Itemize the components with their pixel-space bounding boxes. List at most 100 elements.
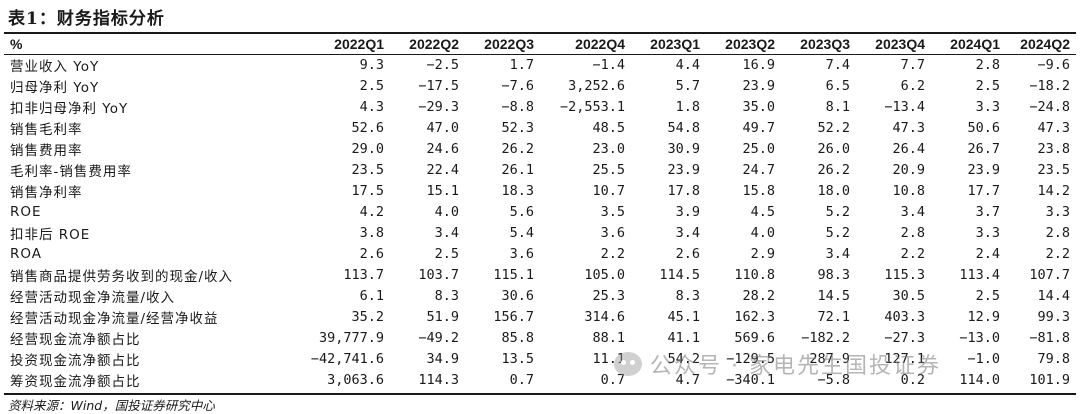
table-cell: 114.5	[659, 266, 700, 283]
table-row: 扣非后 ROE 3.8 3.4 5.4 3.6 3.4 4.0 5.2 2.8 3.3 2.8	[8, 222, 1074, 243]
table-cell: 2.8	[1045, 224, 1070, 241]
table-cell: 569.6	[734, 329, 775, 346]
table-cell: 25.3	[592, 287, 625, 304]
table-header-row: % 2022Q1 2022Q2 2022Q3 2022Q4 2023Q1 2023Q2 202…	[8, 34, 1074, 54]
table-cell: 11.1	[592, 350, 625, 367]
header-period: 2022Q2	[409, 36, 459, 52]
table-cell: −2.5	[426, 56, 459, 73]
table-cell: 114.3	[418, 371, 459, 388]
row-label: 销售毛利率	[10, 121, 83, 138]
table-cell: 25.5	[592, 161, 625, 178]
table-cell: 4.2	[359, 203, 384, 220]
table-cell: 287.9	[809, 350, 850, 367]
table-cell: 4.4	[675, 56, 700, 73]
table-cell: 314.6	[584, 308, 625, 325]
table-cell: 30.6	[501, 287, 534, 304]
table-cell: 72.1	[817, 308, 850, 325]
row-label: 经营活动现金净流量/经营净收益	[10, 310, 219, 327]
table-cell: 22.4	[426, 161, 459, 178]
table-cell: −17.5	[418, 77, 459, 94]
table-cell: 2.5	[975, 77, 1000, 94]
table-cell: 3.5	[600, 203, 625, 220]
table-cell: 3.7	[975, 203, 1000, 220]
table-cell: 3.6	[600, 224, 625, 241]
table-cell: 34.9	[426, 350, 459, 367]
table-cell: 14.2	[1037, 182, 1070, 199]
table-cell: 79.8	[1037, 350, 1070, 367]
table-cell: 2.8	[900, 224, 925, 241]
table-cell: 15.1	[426, 182, 459, 199]
row-label: 扣非后 ROE	[10, 226, 91, 243]
table-cell: 23.0	[592, 140, 625, 157]
table-cell: −27.3	[884, 329, 925, 346]
row-label: ROE	[10, 203, 42, 220]
table-cell: 26.0	[817, 140, 850, 157]
table-cell: 47.3	[1037, 119, 1070, 136]
table-cell: 47.0	[426, 119, 459, 136]
table-cell: 10.8	[892, 182, 925, 199]
table-cell: 5.4	[509, 224, 534, 241]
table-row: 销售费用率 29.0 24.6 26.2 23.0 30.9 25.0 26.0 26.4 26.…	[8, 138, 1074, 159]
table-cell: 50.6	[967, 119, 1000, 136]
table-cell: 113.4	[959, 266, 1000, 283]
table-cell: 16.9	[742, 56, 775, 73]
table-cell: 115.3	[884, 266, 925, 283]
table-cell: 29.0	[351, 140, 384, 157]
row-label: 销售净利率	[10, 184, 83, 201]
table-cell: 26.2	[501, 140, 534, 157]
table-cell: 3.3	[975, 98, 1000, 115]
table-cell: 4.7	[675, 371, 700, 388]
table-cell: 3.4	[900, 203, 925, 220]
table-cell: 8.3	[675, 287, 700, 304]
table-cell: 3.6	[509, 245, 534, 262]
table-cell: 2.4	[975, 245, 1000, 262]
table-cell: 41.1	[667, 329, 700, 346]
table-cell: 1.8	[675, 98, 700, 115]
table-cell: 2.9	[750, 245, 775, 262]
table-cell: −24.8	[1029, 98, 1070, 115]
table-cell: −29.3	[418, 98, 459, 115]
table-cell: 6.2	[900, 77, 925, 94]
table-cell: 1.7	[509, 56, 534, 73]
table-cell: 23.9	[667, 161, 700, 178]
table-cell: 2.5	[975, 287, 1000, 304]
table-cell: 101.9	[1029, 371, 1070, 388]
table-cell: 23.9	[742, 77, 775, 94]
table-title: 表1：财务指标分析	[8, 9, 165, 29]
table-cell: 156.7	[493, 308, 534, 325]
row-label: 归母净利 YoY	[10, 79, 100, 96]
table-cell: 8.1	[825, 98, 850, 115]
table-row: 筹资现金流净额占比 3,063.6 114.3 0.7 0.7 4.7 −340.1 −5.8…	[8, 369, 1074, 390]
table-row: ROA 2.6 2.5 3.6 2.2 2.6 2.9 3.4 2.2 2.4 2.2	[8, 243, 1074, 264]
header-period: 2023Q3	[800, 36, 850, 52]
table-cell: 51.9	[426, 308, 459, 325]
table-cell: 17.5	[351, 182, 384, 199]
table-cell: 3.4	[675, 224, 700, 241]
header-unit: %	[10, 36, 23, 52]
header-period: 2022Q4	[575, 36, 625, 52]
table-cell: 24.6	[426, 140, 459, 157]
table-cell: 17.8	[667, 182, 700, 199]
table-cell: 114.0	[959, 371, 1000, 388]
table-cell: 24.7	[742, 161, 775, 178]
table-cell: 5.7	[675, 77, 700, 94]
table-cell: 3.4	[434, 224, 459, 241]
table-cell: 18.3	[501, 182, 534, 199]
table-row: 销售商品提供劳务收到的现金/收入 113.7 103.7 115.1 105.0 114.…	[8, 264, 1074, 285]
table-cell: 110.8	[734, 266, 775, 283]
table-cell: 107.7	[1029, 266, 1070, 283]
table-cell: 3.9	[675, 203, 700, 220]
table-cell: −1.0	[967, 350, 1000, 367]
table-cell: 54.8	[667, 119, 700, 136]
table-row: 销售毛利率 52.6 47.0 52.3 48.5 54.8 49.7 52.2 47.3 50.…	[8, 117, 1074, 138]
table-cell: 4.3	[359, 98, 384, 115]
table-cell: 0.7	[600, 371, 625, 388]
table-cell: 2.8	[975, 56, 1000, 73]
row-label: 经营活动现金净流量/收入	[10, 289, 176, 306]
table-cell: −2,553.1	[559, 98, 625, 115]
table-cell: 15.8	[742, 182, 775, 199]
table-cell: 2.5	[434, 245, 459, 262]
table-cell: 5.2	[825, 224, 850, 241]
table-cell: −42,741.6	[310, 350, 384, 367]
table-cell: 2.2	[1045, 245, 1070, 262]
